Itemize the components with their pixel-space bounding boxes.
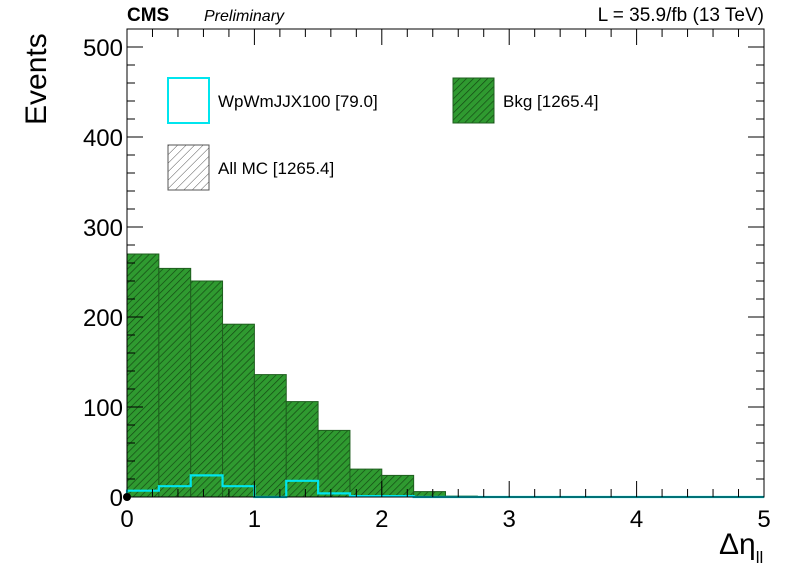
x-axis-title: Δηll: [719, 528, 763, 567]
x-tick-label: 2: [375, 506, 388, 533]
bkg-bar: [222, 323, 255, 498]
x-tick-label: 1: [248, 506, 261, 533]
x-axis-title-subscript: ll: [756, 548, 764, 567]
experiment-label: CMS: [127, 5, 169, 26]
y-tick-label: 300: [83, 215, 123, 242]
y-tick-label: 0: [110, 485, 123, 512]
bkg-bar: [190, 280, 224, 498]
legend-label-allmc: All MC [1265.4]: [218, 159, 334, 178]
x-tick-label: 3: [503, 506, 516, 533]
x-tick-labels: 0 1 2 3 4 5: [120, 506, 770, 533]
luminosity-label: L = 35.9/fb (13 TeV): [598, 5, 764, 26]
bkg-bar: [253, 374, 287, 498]
bkg-bar: [158, 267, 192, 498]
legend-swatch-signal: [167, 77, 210, 124]
legend-label-bkg: Bkg [1265.4]: [503, 92, 598, 111]
legend: WpWmJJX100 [79.0] Bkg [1265.4] All MC [1…: [167, 77, 598, 191]
bkg-bar: [126, 253, 160, 498]
y-tick-label: 200: [83, 305, 123, 332]
y-tick-label: 400: [83, 125, 123, 152]
bkg-bar: [349, 468, 383, 498]
x-axis-title-main: Δη: [719, 528, 756, 561]
legend-label-signal: WpWmJJX100 [79.0]: [218, 92, 378, 111]
y-axis-title: Events: [20, 33, 53, 125]
plot-frame: [126, 28, 765, 498]
y-tick-label: 100: [83, 395, 123, 422]
y-tick-label: 500: [83, 35, 123, 62]
x-tick-label: 0: [120, 506, 133, 533]
data-point-marker: [123, 493, 131, 501]
status-label: Preliminary: [204, 8, 285, 25]
legend-swatch-bkg: [452, 77, 495, 124]
bkg-bar: [285, 401, 319, 498]
y-tick-labels: 0 100 200 300 400 500: [83, 35, 123, 512]
x-tick-label: 5: [757, 506, 770, 533]
histogram-bars: [125, 253, 764, 499]
bkg-bar: [317, 429, 351, 498]
bkg-bar: [381, 474, 415, 498]
x-tick-label: 4: [630, 506, 643, 533]
legend-swatch-allmc: [167, 144, 210, 191]
